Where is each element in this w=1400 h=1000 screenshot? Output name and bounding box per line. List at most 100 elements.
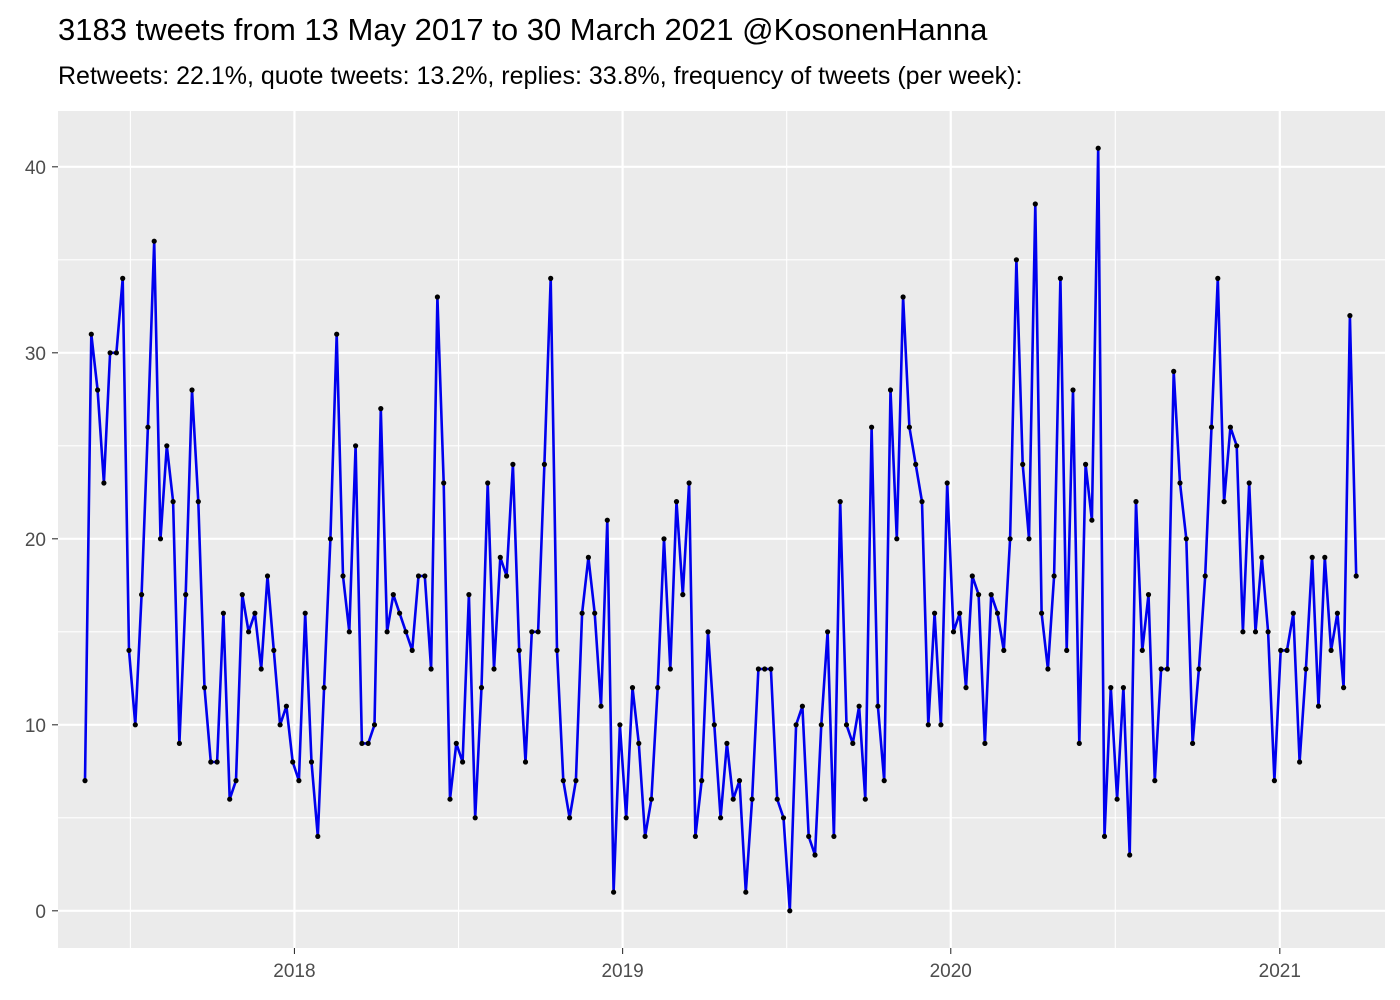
- data-point: [749, 796, 755, 802]
- data-point: [201, 685, 208, 691]
- data-point: [1083, 461, 1089, 467]
- x-tick-label: 2021: [1259, 961, 1301, 982]
- data-point: [1215, 275, 1221, 281]
- data-point: [1020, 461, 1026, 467]
- data-point: [1246, 480, 1252, 486]
- data-point: [1057, 275, 1063, 281]
- data-point: [453, 740, 459, 747]
- data-point: [183, 592, 189, 598]
- data-point: [529, 629, 535, 635]
- data-point: [315, 833, 321, 840]
- y-tick-label: 20: [25, 530, 46, 551]
- data-point: [711, 722, 717, 728]
- data-point: [1001, 647, 1007, 654]
- data-point: [969, 573, 975, 579]
- data-point: [724, 740, 730, 747]
- data-point: [504, 573, 510, 579]
- data-point: [164, 443, 170, 449]
- data-point: [371, 722, 378, 728]
- data-point: [667, 666, 673, 672]
- data-point: [1309, 554, 1315, 561]
- data-point: [485, 480, 491, 486]
- data-point: [132, 722, 138, 728]
- data-point: [548, 275, 554, 281]
- data-point: [145, 424, 151, 430]
- data-point: [139, 592, 145, 598]
- data-point: [692, 833, 699, 840]
- data-point: [655, 685, 661, 691]
- data-point: [730, 796, 736, 802]
- y-tick-label: 30: [25, 344, 46, 365]
- data-point: [1347, 313, 1353, 319]
- y-tick-label: 40: [25, 158, 46, 179]
- data-point: [170, 499, 176, 505]
- data-point: [107, 350, 113, 356]
- data-point: [799, 703, 806, 709]
- data-point: [793, 722, 799, 728]
- data-point: [1284, 647, 1290, 654]
- data-point: [214, 759, 220, 765]
- data-point: [825, 629, 831, 635]
- data-point: [636, 740, 642, 747]
- data-point: [233, 778, 239, 784]
- data-point: [95, 387, 101, 393]
- data-point: [843, 722, 850, 728]
- data-point: [1045, 666, 1051, 672]
- data-point: [1252, 629, 1259, 635]
- data-point: [176, 740, 182, 747]
- data-point: [1202, 573, 1208, 579]
- data-point: [812, 852, 818, 858]
- data-points: [82, 145, 1359, 914]
- data-point: [818, 722, 824, 728]
- data-point: [944, 480, 950, 486]
- data-point: [699, 778, 705, 784]
- data-point: [1183, 536, 1189, 542]
- data-point: [82, 778, 88, 784]
- data-point: [541, 461, 548, 467]
- data-point: [661, 536, 667, 542]
- data-point: [869, 424, 875, 430]
- data-point: [887, 387, 894, 393]
- data-point: [648, 796, 655, 802]
- data-point: [705, 629, 711, 635]
- data-point: [397, 610, 403, 616]
- data-point: [359, 740, 365, 747]
- data-point: [906, 424, 913, 430]
- data-point: [384, 629, 390, 635]
- data-point: [271, 647, 277, 654]
- data-point: [1164, 666, 1170, 672]
- chart-subtitle: Retweets: 22.1%, quote tweets: 13.2%, re…: [58, 62, 1023, 90]
- data-point: [227, 796, 233, 802]
- data-point: [806, 833, 812, 840]
- data-point: [592, 610, 598, 616]
- data-point: [441, 480, 447, 486]
- data-point: [353, 443, 359, 449]
- data-point: [567, 815, 573, 821]
- data-point: [1007, 536, 1013, 542]
- data-point: [1114, 796, 1120, 802]
- data-point: [497, 554, 503, 561]
- data-point: [1341, 685, 1347, 691]
- data-point: [1303, 666, 1309, 672]
- data-point: [850, 740, 856, 747]
- data-point: [327, 536, 333, 542]
- data-point: [862, 796, 868, 802]
- data-point: [264, 573, 271, 579]
- data-point: [277, 722, 283, 728]
- data-point: [560, 778, 566, 784]
- data-point: [718, 815, 724, 821]
- data-point: [554, 647, 560, 654]
- y-tick-label: 10: [25, 716, 46, 737]
- data-point: [1271, 778, 1277, 784]
- data-point: [415, 573, 422, 579]
- data-point: [881, 778, 887, 784]
- minor-gridlines: [58, 111, 1385, 948]
- data-point: [1290, 610, 1296, 616]
- data-point: [1315, 703, 1322, 709]
- data-point: [1171, 368, 1177, 374]
- data-point: [1120, 685, 1126, 691]
- data-point: [189, 387, 195, 393]
- data-point: [1051, 573, 1057, 579]
- data-point: [673, 499, 680, 505]
- data-point: [573, 778, 579, 784]
